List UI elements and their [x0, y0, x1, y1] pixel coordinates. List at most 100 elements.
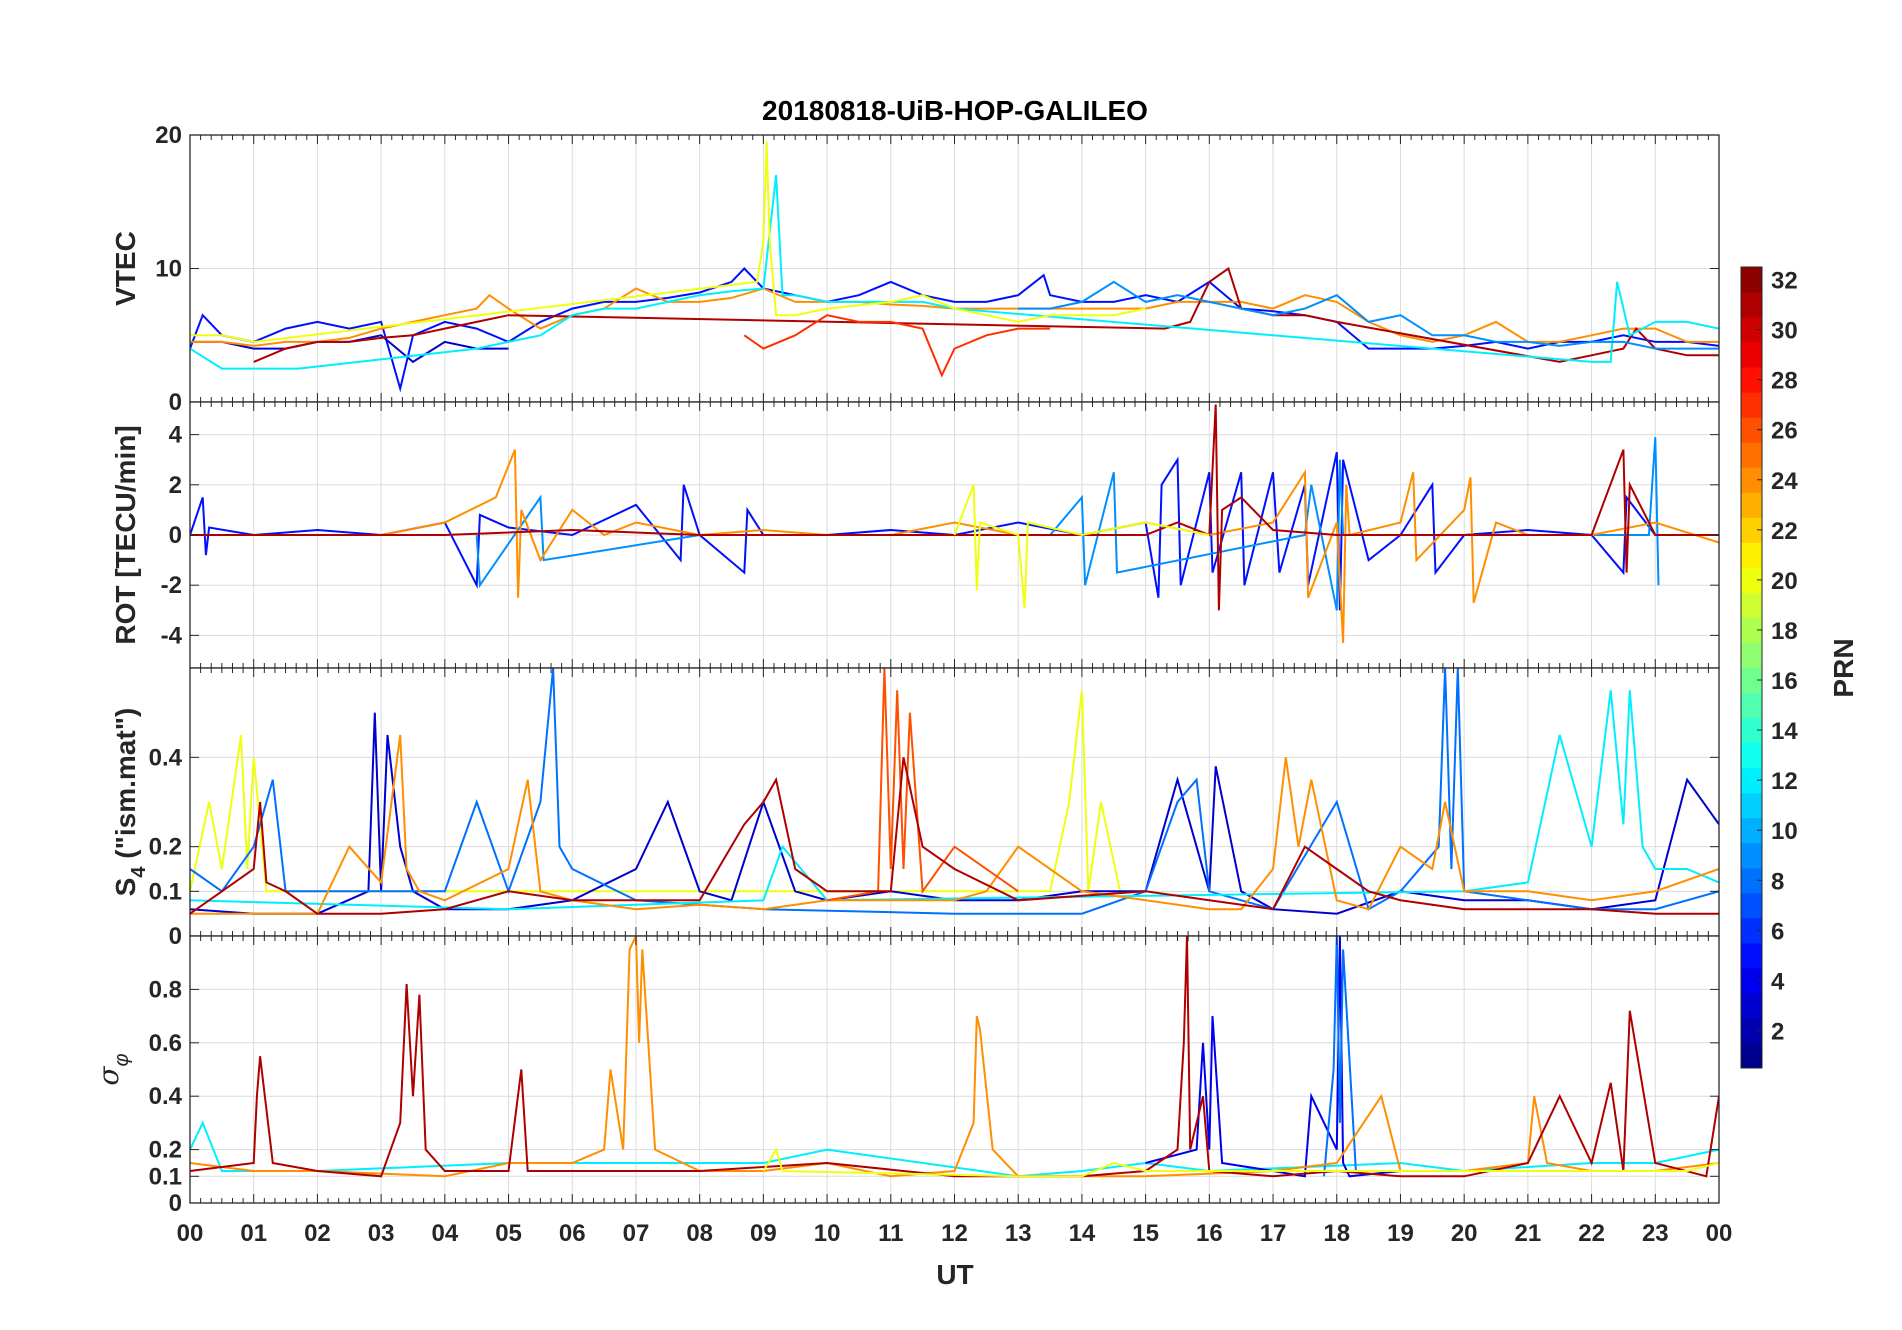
series-line-prn-8	[1323, 936, 1357, 1177]
colorbar-segment	[1741, 517, 1762, 543]
colorbar-label: PRN	[1828, 638, 1859, 697]
colorbar-segment	[1741, 442, 1762, 468]
x-tick-label: 00	[177, 1220, 204, 1247]
colorbar-segment	[1741, 267, 1762, 293]
y-tick-label: 0	[169, 923, 182, 950]
x-tick-label: 22	[1578, 1220, 1605, 1247]
colorbar-segment	[1741, 692, 1762, 719]
colorbar-segment	[1741, 392, 1762, 418]
colorbar-tick-label: 10	[1771, 818, 1798, 845]
colorbar-segment	[1741, 717, 1762, 744]
series-line-prn-26	[826, 668, 1019, 902]
series-line-prn-20	[953, 484, 1210, 608]
colorbar-segment	[1741, 342, 1762, 368]
x-tick-label: 23	[1642, 1220, 1669, 1247]
panel-3: 00.10.20.4S4 ("ism.mat")	[110, 667, 1720, 950]
y-tick-label: 0.4	[149, 744, 183, 771]
colorbar-segment	[1741, 367, 1762, 393]
y-tick-label: 0	[169, 389, 182, 416]
x-tick-label: 00	[1706, 1220, 1733, 1247]
x-tick-label: 02	[304, 1220, 331, 1247]
x-tick-label: 15	[1132, 1220, 1159, 1247]
colorbar-segment	[1741, 642, 1762, 668]
colorbar-tick-label: 12	[1771, 768, 1798, 795]
x-tick-label: 18	[1323, 1220, 1350, 1247]
colorbar-segment	[1741, 867, 1762, 894]
x-tick-label: 12	[941, 1220, 968, 1247]
x-tick-label: 21	[1515, 1220, 1542, 1247]
colorbar-tick-label: 8	[1771, 868, 1784, 895]
series-line-prn-27	[743, 314, 1051, 378]
x-tick-label: 13	[1005, 1220, 1032, 1247]
colorbar-tick-label: 28	[1771, 368, 1798, 395]
y-tick-label: 20	[155, 122, 182, 149]
y-tick-label: 0	[169, 522, 182, 549]
colorbar-tick-label: 16	[1771, 668, 1798, 695]
x-tick-label: 06	[559, 1220, 586, 1247]
colorbar-segment	[1741, 892, 1762, 919]
y-tick-label: 0.4	[149, 1083, 183, 1110]
series-line-prn-9	[1018, 280, 1719, 350]
colorbar-tick-label: 24	[1771, 468, 1798, 495]
y-tick-label: 2	[169, 472, 182, 499]
x-tick-label: 08	[686, 1220, 713, 1247]
colorbar-segment	[1741, 492, 1762, 518]
y-axis-label: VTEC	[110, 231, 141, 306]
panel-2: -4 -2 0 2 4 ROT [TECU/min]	[110, 401, 1720, 669]
series-line-prn-31	[190, 757, 1719, 915]
y-tick-label: 0.1	[149, 1163, 182, 1190]
y-axis-label: σφ	[92, 1053, 133, 1085]
series-line-prn-31	[190, 404, 1719, 611]
x-tick-label: 09	[750, 1220, 777, 1247]
x-tick-label: 11	[878, 1220, 903, 1247]
panel-1: 0 10 20 VTEC	[110, 122, 1720, 416]
series-line-prn-4	[1145, 936, 1401, 1178]
colorbar-segment	[1741, 617, 1762, 643]
y-label-subscript: 4	[128, 866, 150, 878]
series-line-prn-24	[190, 287, 1719, 347]
x-tick-label: 16	[1196, 1220, 1223, 1247]
chart-title: 20180818-UiB-HOP-GALILEO	[762, 95, 1148, 126]
y-tick-label: -4	[161, 622, 183, 649]
y-tick-label: 10	[155, 256, 182, 283]
x-tick-label: 01	[240, 1220, 267, 1247]
y-tick-label: 0.6	[149, 1030, 182, 1057]
colorbar-segment	[1741, 667, 1762, 694]
y-tick-label: 0.2	[149, 834, 182, 861]
colorbar-segment	[1741, 417, 1762, 443]
x-tick-label: 04	[431, 1220, 458, 1247]
colorbar-segment	[1741, 567, 1762, 593]
colorbar-segment	[1741, 742, 1762, 769]
x-tick-label: 14	[1069, 1220, 1096, 1247]
y-tick-label: 0	[169, 1190, 182, 1217]
colorbar-segment	[1741, 767, 1762, 794]
y-label-rest: ("ism.mat")	[110, 708, 141, 867]
series-line-prn-12	[190, 690, 1719, 911]
colorbar-segment	[1741, 792, 1762, 819]
x-tick-label: 10	[814, 1220, 841, 1247]
colorbar-segment	[1741, 992, 1762, 1019]
colorbar-tick-label: 22	[1771, 518, 1798, 545]
x-tick-label: 07	[623, 1220, 650, 1247]
x-tick-label: 17	[1260, 1220, 1287, 1247]
colorbar-segment	[1741, 817, 1762, 844]
colorbar-segment	[1741, 542, 1762, 568]
y-label-main: S	[110, 878, 141, 897]
colorbar-tick-label: 6	[1771, 918, 1784, 945]
colorbar-segment	[1741, 942, 1762, 969]
colorbar-tick-label: 2	[1771, 1018, 1784, 1045]
colorbar-segment	[1741, 967, 1762, 994]
x-axis-label: UT	[936, 1259, 973, 1290]
y-axis-label: S4 ("ism.mat")	[110, 708, 150, 897]
y-tick-label: 0.1	[149, 878, 182, 905]
colorbar-segment	[1741, 467, 1762, 493]
colorbar-tick-label: 14	[1771, 718, 1798, 745]
colorbar-tick-label: 18	[1771, 618, 1798, 645]
colorbar-tick-label: 30	[1771, 318, 1798, 345]
series-line-prn-20	[762, 1147, 1719, 1178]
y-tick-label: 4	[169, 422, 183, 449]
colorbar-segment	[1741, 917, 1762, 944]
colorbar-segment	[1741, 317, 1762, 343]
